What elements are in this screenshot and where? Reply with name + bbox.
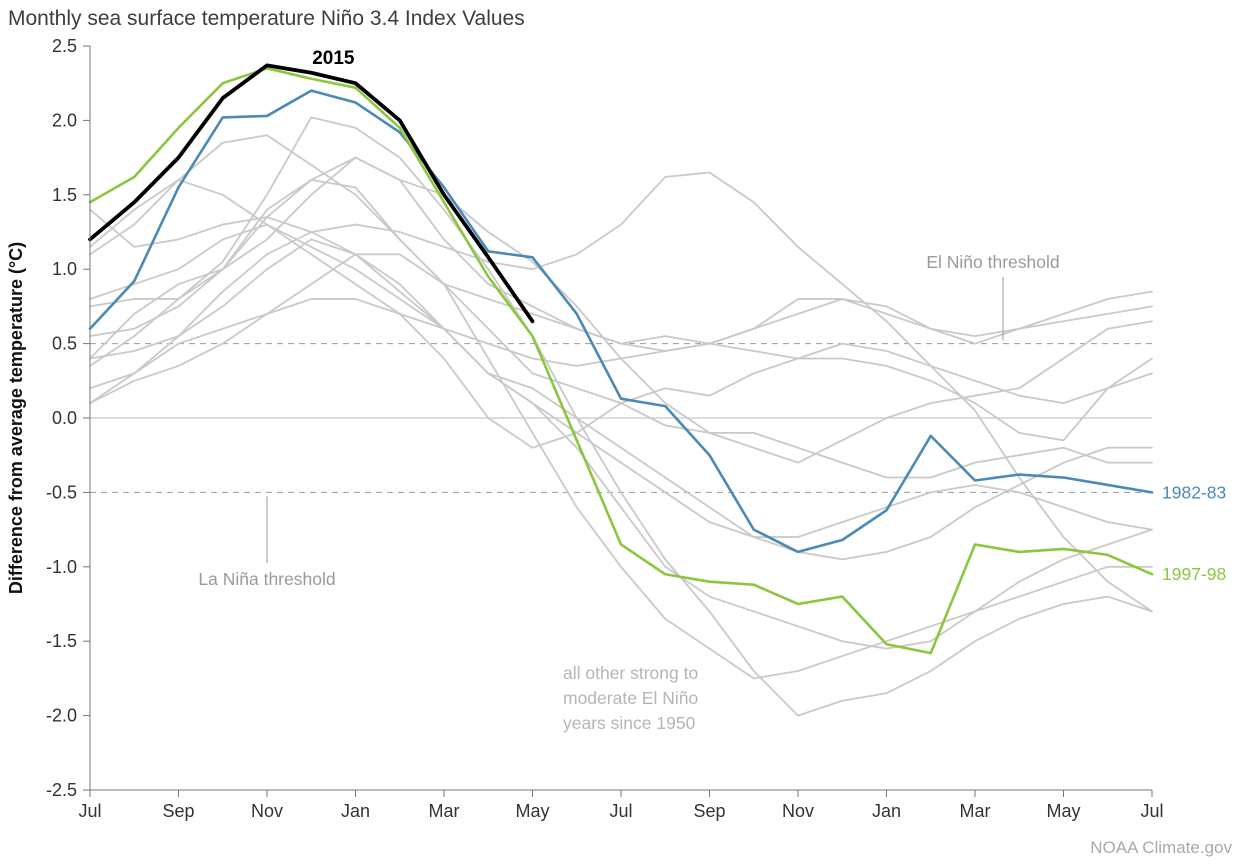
annotation-layer: 2015 1982-83 1997-98 El Niño threshold La Ni… xyxy=(198,48,1226,733)
x-tick-label: Mar xyxy=(429,801,460,821)
x-tick-label: Mar xyxy=(960,801,991,821)
x-tick-label: Jan xyxy=(872,801,901,821)
label-other-years-note-line-1: all other strong to xyxy=(563,663,698,683)
x-tick-label: Nov xyxy=(251,801,283,821)
grid-layer xyxy=(90,343,1152,493)
y-tick-label: 2.0 xyxy=(52,110,77,130)
chart-title: Monthly sea surface temperature Niño 3.4… xyxy=(8,7,525,30)
x-tick-label: Sep xyxy=(162,801,194,821)
y-tick-label: 0.5 xyxy=(52,334,77,354)
series-line-other-2 xyxy=(89,156,1153,405)
series-line-other-12 xyxy=(89,179,1153,650)
x-tick-label: May xyxy=(1046,801,1080,821)
x-tick-label: Nov xyxy=(782,801,814,821)
series-line-1982-83 xyxy=(88,89,1154,554)
series-line-other-4 xyxy=(89,156,1153,464)
series-line-other-11 xyxy=(89,298,1153,390)
series-line-other-6 xyxy=(89,134,1153,479)
y-tick-label: -1.5 xyxy=(46,631,77,651)
series-line-1997-98 xyxy=(88,67,1154,655)
y-tick-label: 0.0 xyxy=(52,408,77,428)
x-tick-label: Jan xyxy=(341,801,370,821)
series-line-other-1 xyxy=(89,116,1153,717)
label-1982-83: 1982-83 xyxy=(1162,482,1226,502)
x-tick-label: Jul xyxy=(78,801,101,821)
y-tick-label: -0.5 xyxy=(46,482,77,502)
label-la-nina-threshold: La Niña threshold xyxy=(198,569,335,589)
series-line-other-3 xyxy=(89,171,1153,613)
series-line-2015 xyxy=(88,63,535,324)
axis-layer: 2.52.01.51.00.50.0-0.5-1.0-1.5-2.0-2.5Ju… xyxy=(46,36,1164,821)
series-line-other-9 xyxy=(89,238,1153,561)
label-1997-98: 1997-98 xyxy=(1162,564,1226,584)
y-tick-label: 1.5 xyxy=(52,185,77,205)
series-line-other-10 xyxy=(89,253,1153,405)
y-axis-label: Difference from average temperature (°C) xyxy=(6,242,26,594)
x-tick-label: Jul xyxy=(1140,801,1163,821)
x-tick-label: Jul xyxy=(609,801,632,821)
y-tick-label: -2.5 xyxy=(46,780,77,800)
y-tick-label: 1.0 xyxy=(52,259,77,279)
y-tick-label: -1.0 xyxy=(46,557,77,577)
x-tick-label: Sep xyxy=(693,801,725,821)
label-el-nino-threshold: El Niño threshold xyxy=(926,252,1059,272)
attribution-noaa-climate-gov: NOAA Climate.gov xyxy=(1090,838,1232,857)
label-2015: 2015 xyxy=(312,48,355,69)
x-tick-label: May xyxy=(515,801,549,821)
y-tick-label: 2.5 xyxy=(52,36,77,56)
y-tick-label: -2.0 xyxy=(46,706,77,726)
series-layer xyxy=(88,63,1154,717)
label-other-years-note-line-3: years since 1950 xyxy=(563,713,696,733)
label-other-years-note-line-2: moderate El Niño xyxy=(563,688,698,708)
